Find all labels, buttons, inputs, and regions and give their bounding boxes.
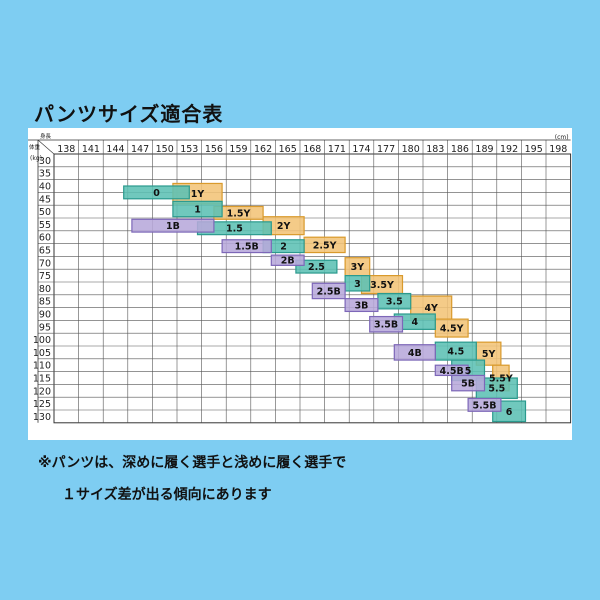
size-region-label: 4.5Y bbox=[440, 324, 464, 335]
x-tick-label: 171 bbox=[328, 144, 346, 155]
y-tick-label: 115 bbox=[33, 374, 51, 385]
x-tick-label: 153 bbox=[180, 144, 198, 155]
size-region-label: 3Y bbox=[351, 262, 365, 273]
x-tick-label: 168 bbox=[303, 144, 321, 155]
y-tick-label: 85 bbox=[39, 297, 51, 308]
size-region-label: 5 bbox=[465, 366, 472, 377]
size-region-label: 2 bbox=[280, 242, 287, 253]
y-unit-label: (kg) bbox=[30, 155, 42, 162]
y-tick-label: 100 bbox=[33, 335, 51, 346]
size-region bbox=[311, 282, 346, 300]
y-tick-label: 130 bbox=[33, 412, 51, 423]
size-region bbox=[467, 397, 502, 412]
size-region-label: 4B bbox=[408, 348, 422, 359]
x-tick-label: 165 bbox=[279, 144, 297, 155]
size-region-label: 6 bbox=[506, 407, 513, 418]
size-region-label: 3.5 bbox=[386, 297, 403, 308]
y-tick-label: 60 bbox=[39, 233, 51, 244]
y-tick-label: 55 bbox=[39, 220, 51, 231]
size-region bbox=[451, 374, 486, 392]
size-region-label: 1B bbox=[166, 221, 180, 232]
note-line-2: １サイズ差が出る傾向にあります bbox=[62, 487, 272, 503]
x-tick-label: 189 bbox=[475, 144, 493, 155]
x-tick-label: 156 bbox=[205, 144, 223, 155]
size-region-label: 5.5B bbox=[472, 400, 496, 411]
size-region bbox=[344, 298, 379, 313]
y-tick-label: 95 bbox=[39, 322, 51, 333]
size-region-label: 5.5Y bbox=[489, 374, 513, 385]
x-tick-label: 162 bbox=[254, 144, 272, 155]
y-tick-label: 80 bbox=[39, 284, 51, 295]
x-unit-label: (cm) bbox=[555, 134, 569, 141]
size-region-label: 3 bbox=[354, 279, 361, 290]
size-region-label: 1.5B bbox=[235, 242, 259, 253]
size-region bbox=[221, 239, 272, 254]
size-chart-panel: 身長 体重 (cm) (kg) 138 141 144 147 150 153 156 159 162 1… bbox=[28, 128, 572, 440]
size-region-label: 5B bbox=[461, 379, 475, 390]
y-tick-label: 120 bbox=[33, 386, 51, 397]
corner-label-y: 体重 bbox=[29, 143, 41, 151]
y-tick-label: 40 bbox=[39, 182, 51, 193]
size-region-label: 5.5 bbox=[488, 384, 505, 395]
y-tick-label: 75 bbox=[39, 271, 51, 282]
x-tick-label: 159 bbox=[229, 144, 247, 155]
y-tick-label: 125 bbox=[33, 399, 51, 410]
size-region bbox=[270, 254, 305, 266]
y-tick-label: 35 bbox=[39, 169, 51, 180]
size-region-label: 2.5Y bbox=[313, 240, 337, 251]
size-region-label: 2.5B bbox=[317, 286, 341, 297]
y-tick-label: 45 bbox=[39, 194, 51, 205]
size-region-label: 5Y bbox=[482, 349, 496, 360]
x-tick-label: 138 bbox=[57, 144, 75, 155]
corner-label-x: 身長 bbox=[40, 132, 52, 140]
y-tick-label: 65 bbox=[39, 246, 51, 257]
x-tick-label: 192 bbox=[500, 144, 518, 155]
y-tick-label: 90 bbox=[39, 310, 51, 321]
y-tick-label: 105 bbox=[33, 348, 51, 359]
size-region-label: 1.5Y bbox=[227, 208, 251, 219]
size-region-label: 3.5Y bbox=[370, 280, 394, 291]
size-region-label: 2.5 bbox=[308, 262, 325, 273]
x-tick-label: 141 bbox=[82, 144, 100, 155]
x-tick-label: 183 bbox=[426, 144, 444, 155]
x-tick-label: 144 bbox=[106, 144, 124, 155]
size-region bbox=[369, 315, 404, 333]
size-region-label: 4Y bbox=[424, 303, 438, 314]
note-line-1: ※パンツは、深めに履く選手と浅めに履く選手で bbox=[38, 455, 347, 471]
size-region bbox=[172, 200, 223, 218]
page-title: パンツサイズ適合表 bbox=[34, 102, 224, 126]
y-tick-label: 30 bbox=[39, 156, 51, 167]
x-tick-label: 198 bbox=[549, 144, 567, 155]
size-region bbox=[393, 344, 436, 361]
x-tick-label: 177 bbox=[377, 144, 395, 155]
size-region-label: 0 bbox=[153, 188, 160, 199]
size-region-label: 3.5B bbox=[374, 320, 398, 331]
corner-diagonal bbox=[37, 139, 55, 155]
size-region bbox=[295, 259, 338, 274]
size-region-label: 1.5 bbox=[226, 224, 243, 235]
x-tick-label: 150 bbox=[156, 144, 174, 155]
size-region-label: 2Y bbox=[277, 221, 291, 232]
size-region-label: 2B bbox=[281, 256, 295, 267]
y-tick-label: 110 bbox=[33, 361, 51, 372]
size-region-label: 1 bbox=[194, 205, 201, 216]
x-tick-label: 186 bbox=[451, 144, 469, 155]
x-tick-label: 174 bbox=[352, 144, 370, 155]
size-region-label: 4.5 bbox=[447, 347, 464, 358]
y-tick-label: 70 bbox=[39, 258, 51, 269]
x-tick-label: 147 bbox=[131, 144, 149, 155]
x-tick-label: 195 bbox=[525, 144, 543, 155]
size-region bbox=[123, 185, 190, 200]
size-region-label: 1Y bbox=[191, 189, 205, 200]
size-region bbox=[131, 218, 215, 233]
size-region-label: 4 bbox=[411, 317, 418, 328]
y-tick-label: 50 bbox=[39, 207, 51, 218]
size-region-label: 3B bbox=[355, 301, 369, 312]
size-region-label: 4.5B bbox=[440, 366, 464, 377]
x-tick-label: 180 bbox=[402, 144, 420, 155]
